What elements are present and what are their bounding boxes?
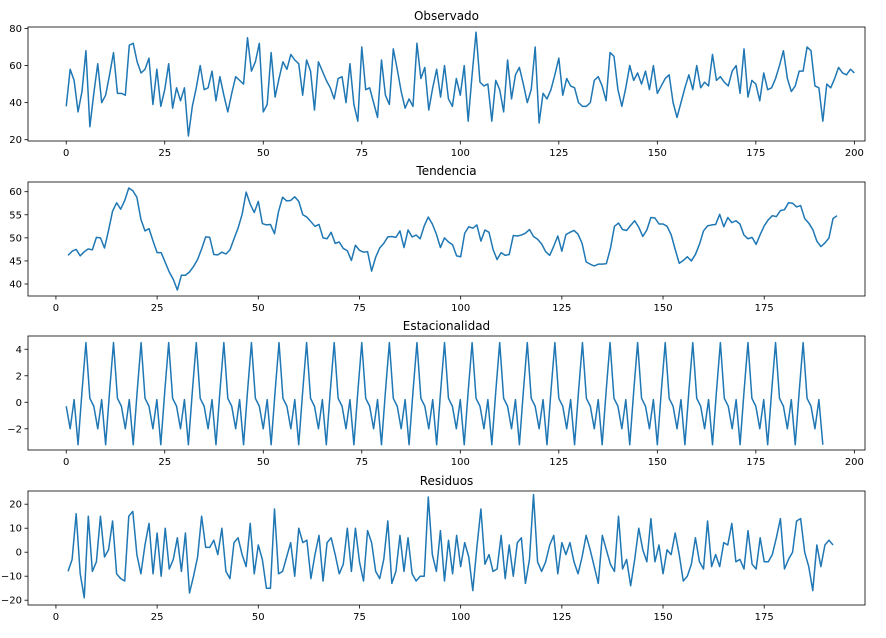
- estacionalidad-series-line: [65, 341, 824, 446]
- tendencia-panel: Tendencia 0 25 50 75 100 125 150 175 40 45 50 55 60: [9, 164, 866, 314]
- residuos-x-tick-label: 125: [552, 612, 571, 623]
- residuos-x-tick-label: 25: [151, 612, 164, 623]
- residuos-x-tick-label: 100: [451, 612, 470, 623]
- observado-panel: Observado 0 25 50 75 100 125 150 175 200 20 40 60 80: [9, 9, 866, 159]
- tendencia-x-tick-label: 25: [151, 303, 164, 314]
- observado-x-tick-label: 75: [355, 148, 368, 159]
- tendencia-x-tick-label: 100: [451, 303, 470, 314]
- observado-axes-frame: [27, 26, 866, 142]
- residuos-x-tick-label: 175: [755, 612, 774, 623]
- estacionalidad-x-tick-label: 0: [63, 457, 69, 468]
- observado-x-tick-label: 0: [63, 148, 69, 159]
- estacionalidad-axes-frame: [27, 335, 866, 451]
- observado-x-tick-label: 50: [257, 148, 270, 159]
- estacionalidad-panel: Estacionalidad 0 25 50 75 100 125 150 175 200 −2 0 2…: [7, 319, 866, 468]
- estacionalidad-x-tick-label: 125: [549, 457, 568, 468]
- tendencia-x-tick-label: 75: [353, 303, 366, 314]
- estacionalidad-y-tick-label: 4: [16, 345, 22, 356]
- estacionalidad-x-tick-label: 200: [845, 457, 864, 468]
- tendencia-x-tick-label: 150: [653, 303, 672, 314]
- tendencia-title: Tendencia: [415, 164, 476, 178]
- observado-x-tick-label: 100: [451, 148, 470, 159]
- estacionalidad-x-tick-label: 150: [648, 457, 667, 468]
- residuos-series-line: [67, 493, 834, 599]
- tendencia-series-line: [67, 187, 838, 291]
- observado-y-tick-label: 40: [9, 98, 22, 109]
- tendencia-x-tick-label: 0: [53, 303, 59, 314]
- residuos-y-tick-label: 20: [9, 500, 22, 511]
- estacionalidad-x-tick-label: 100: [451, 457, 470, 468]
- residuos-panel: Residuos 0 25 50 75 100 125 150 175 −20 −10 0 10 20: [1, 474, 866, 623]
- estacionalidad-title: Estacionalidad: [403, 319, 490, 333]
- observado-x-tick-label: 150: [648, 148, 667, 159]
- tendencia-y-tick-label: 45: [9, 256, 22, 267]
- observado-y-tick-label: 20: [9, 135, 22, 146]
- observado-x-tick-label: 200: [845, 148, 864, 159]
- tendencia-x-tick-label: 175: [755, 303, 774, 314]
- residuos-x-tick-label: 150: [653, 612, 672, 623]
- observado-title: Observado: [414, 9, 479, 23]
- estacionalidad-y-tick-label: −2: [7, 424, 22, 435]
- tendencia-y-tick-label: 40: [9, 280, 22, 291]
- observado-y-tick-label: 80: [9, 24, 22, 35]
- tendencia-x-tick-label: 50: [252, 303, 265, 314]
- estacionalidad-x-tick-label: 25: [158, 457, 171, 468]
- residuos-title: Residuos: [420, 474, 474, 488]
- estacionalidad-y-tick-label: 2: [16, 371, 22, 382]
- tendencia-y-tick-label: 50: [9, 233, 22, 244]
- tendencia-x-tick-label: 125: [552, 303, 571, 314]
- residuos-x-tick-label: 0: [53, 612, 59, 623]
- tendencia-y-tick-label: 60: [9, 187, 22, 198]
- residuos-x-tick-label: 50: [252, 612, 265, 623]
- estacionalidad-x-tick-label: 50: [257, 457, 270, 468]
- residuos-y-tick-label: 0: [16, 548, 22, 559]
- observado-y-tick-label: 60: [9, 61, 22, 72]
- estacionalidad-x-tick-label: 175: [746, 457, 765, 468]
- observado-x-tick-label: 125: [549, 148, 568, 159]
- estacionalidad-x-tick-label: 75: [355, 457, 368, 468]
- tendencia-y-tick-label: 55: [9, 210, 22, 221]
- residuos-y-tick-label: −10: [1, 572, 22, 583]
- estacionalidad-y-tick-label: 0: [16, 398, 22, 409]
- observado-x-tick-label: 25: [158, 148, 171, 159]
- observado-x-tick-label: 175: [746, 148, 765, 159]
- residuos-axes-frame: [27, 490, 866, 606]
- tendencia-axes-frame: [27, 181, 866, 297]
- observado-series-line: [65, 31, 855, 137]
- residuos-y-tick-label: −20: [1, 596, 22, 607]
- residuos-x-tick-label: 75: [353, 612, 366, 623]
- residuos-y-tick-label: 10: [9, 524, 22, 535]
